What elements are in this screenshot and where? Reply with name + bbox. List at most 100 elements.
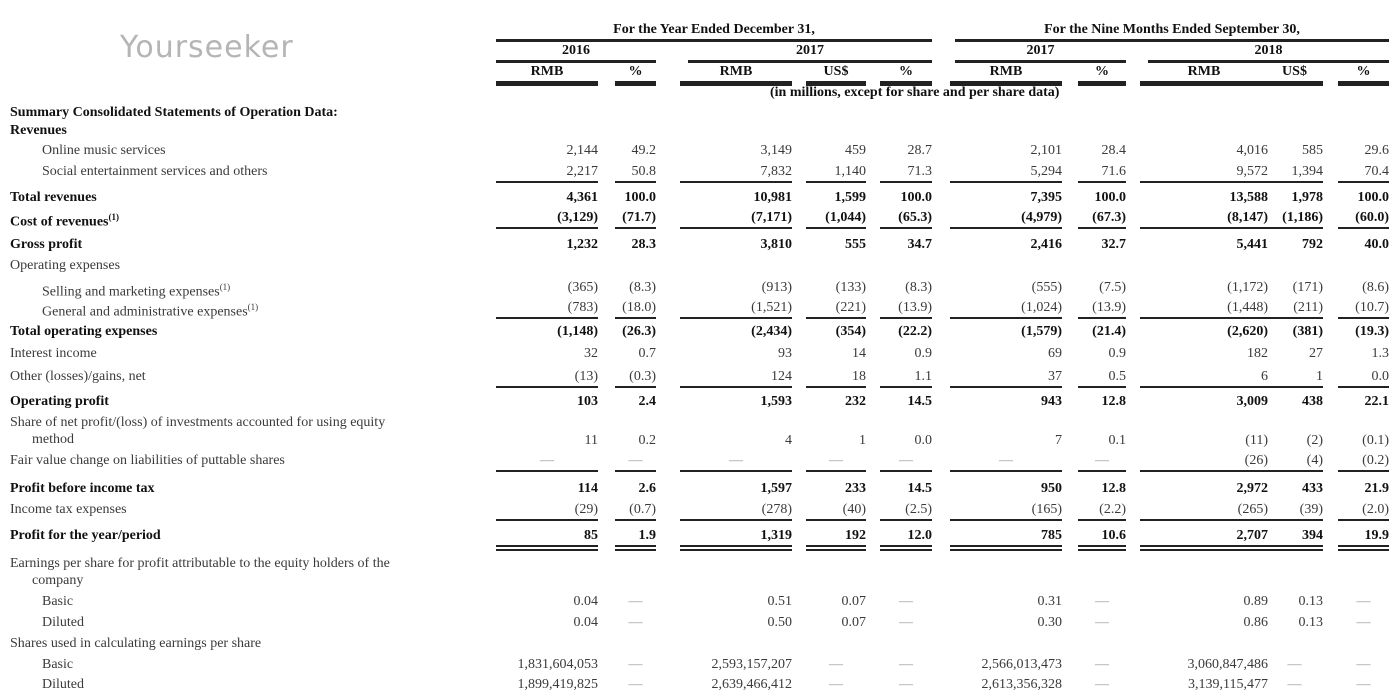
table-cell: 1,831,604,053: [517, 657, 599, 672]
table-cell: 1,978: [1291, 190, 1324, 205]
year-2016: 2016: [562, 43, 590, 58]
table-cell: 28.7: [907, 143, 933, 158]
table-cell: 4,016: [1236, 143, 1269, 158]
table-cell: —: [1356, 677, 1371, 692]
table-cell: 7,395: [1030, 190, 1063, 205]
nine-month-2018: 2018: [1254, 43, 1283, 58]
table-cell: 0.0: [1338, 368, 1389, 388]
row-label: Diluted: [42, 614, 84, 631]
column-header-percent: %: [1095, 64, 1109, 79]
table-cell: 6: [1140, 368, 1268, 388]
table-cell: 2.6: [638, 481, 657, 496]
table-cell: 114: [577, 481, 598, 496]
column-header-rule: [680, 81, 792, 86]
table-cell: (2,620): [1227, 324, 1268, 339]
row-label: Profit for the year/period: [10, 527, 161, 544]
table-cell: 100.0: [1357, 190, 1390, 205]
table-cell: 1,232: [566, 237, 599, 252]
column-header-rule: [1078, 81, 1126, 86]
row-label: Selling and marketing expenses(1): [42, 279, 230, 301]
table-cell: (2.5): [880, 501, 932, 521]
row-label-text: Income tax expenses: [10, 502, 127, 517]
row-label: Basic: [42, 656, 73, 673]
table-cell: —: [1095, 615, 1109, 630]
row-label: Earnings per share for profit attributab…: [10, 555, 390, 589]
row-label: Gross profit: [10, 236, 82, 253]
table-cell: —: [899, 657, 913, 672]
row-label-text: Basic: [42, 657, 74, 672]
column-header-percent: %: [899, 64, 913, 79]
table-cell: 585: [1302, 143, 1323, 158]
table-cell: 2,217: [496, 163, 598, 183]
table-cell: 13,588: [1229, 190, 1269, 205]
row-label-text: Profit for the year/period: [10, 528, 161, 543]
table-cell: (7,171): [680, 209, 792, 229]
table-cell: 0.89: [1243, 594, 1269, 609]
table-cell: —: [1287, 657, 1302, 672]
footnote-marker: (1): [108, 212, 120, 222]
table-cell: 27: [1309, 346, 1323, 361]
column-header-us: US$: [823, 64, 849, 79]
table-cell: 2,613,356,328: [981, 677, 1063, 692]
table-cell: 2,416: [1030, 237, 1063, 252]
table-cell: (2,434): [751, 324, 792, 339]
row-label-text: Total operating expenses: [10, 324, 158, 339]
column-header-percent: %: [1356, 64, 1371, 79]
table-cell: 0.9: [914, 346, 933, 361]
table-cell: (21.4): [1092, 324, 1126, 339]
table-cell: 2,707: [1140, 527, 1268, 551]
table-cell: —: [628, 615, 643, 630]
table-cell: 232: [845, 394, 866, 409]
table-cell: 433: [1302, 481, 1323, 496]
table-cell: —: [899, 594, 913, 609]
table-cell: 28.3: [631, 237, 657, 252]
row-label: Interest income: [10, 345, 97, 362]
watermark: Yourseeker: [120, 30, 294, 65]
table-cell: (1,448): [1140, 299, 1268, 319]
row-label: Fair value change on liabilities of putt…: [10, 452, 285, 469]
table-cell: (18.0): [615, 299, 656, 319]
table-cell: 0.0: [914, 433, 933, 448]
row-label-text: General and administrative expenses: [42, 304, 248, 320]
table-cell: 100.0: [624, 190, 657, 205]
column-header-rmb: RMB: [989, 64, 1023, 79]
row-label-text: Operating profit: [10, 394, 109, 409]
row-label-text: Diluted: [42, 677, 84, 692]
table-cell: 1: [1266, 368, 1323, 388]
table-cell: (365): [567, 280, 598, 295]
table-cell: 1,140: [806, 163, 866, 183]
table-cell: 3,060,847,486: [1187, 657, 1269, 672]
table-cell: 103: [577, 394, 598, 409]
row-label: Shares used in calculating earnings per …: [10, 635, 261, 652]
row-label-text: Shares used in calculating earnings per …: [10, 636, 262, 651]
table-cell: (0.7): [615, 501, 656, 521]
table-cell: (3,129): [496, 209, 598, 229]
table-cell: —: [829, 677, 843, 692]
table-cell: (65.3): [880, 209, 932, 229]
table-cell: 69: [1048, 346, 1062, 361]
table-cell: —: [628, 594, 643, 609]
row-label-continuation: company: [32, 573, 84, 588]
header-rule: [496, 39, 932, 42]
row-label-text: Basic: [42, 594, 74, 609]
table-cell: (0.3): [615, 368, 656, 388]
table-cell: (29): [496, 501, 598, 521]
table-cell: 0.30: [1037, 615, 1063, 630]
table-cell: (1,024): [950, 299, 1062, 319]
table-cell: 37: [950, 368, 1062, 388]
table-cell: (8,147): [1140, 209, 1268, 229]
table-cell: (26): [1140, 452, 1268, 472]
table-cell: 438: [1302, 394, 1323, 409]
table-cell: (13): [496, 368, 598, 388]
table-cell: (26.3): [622, 324, 656, 339]
table-cell: 70.4: [1338, 163, 1389, 183]
table-cell: 19.9: [1338, 527, 1389, 551]
row-label-text: Online music services: [42, 143, 166, 158]
table-cell: 0.50: [767, 615, 793, 630]
table-cell: 2.4: [638, 394, 657, 409]
column-header-rmb: RMB: [530, 64, 564, 79]
table-cell: (265): [1140, 501, 1268, 521]
year-rule: [955, 60, 1126, 63]
table-cell: 1: [859, 433, 866, 448]
